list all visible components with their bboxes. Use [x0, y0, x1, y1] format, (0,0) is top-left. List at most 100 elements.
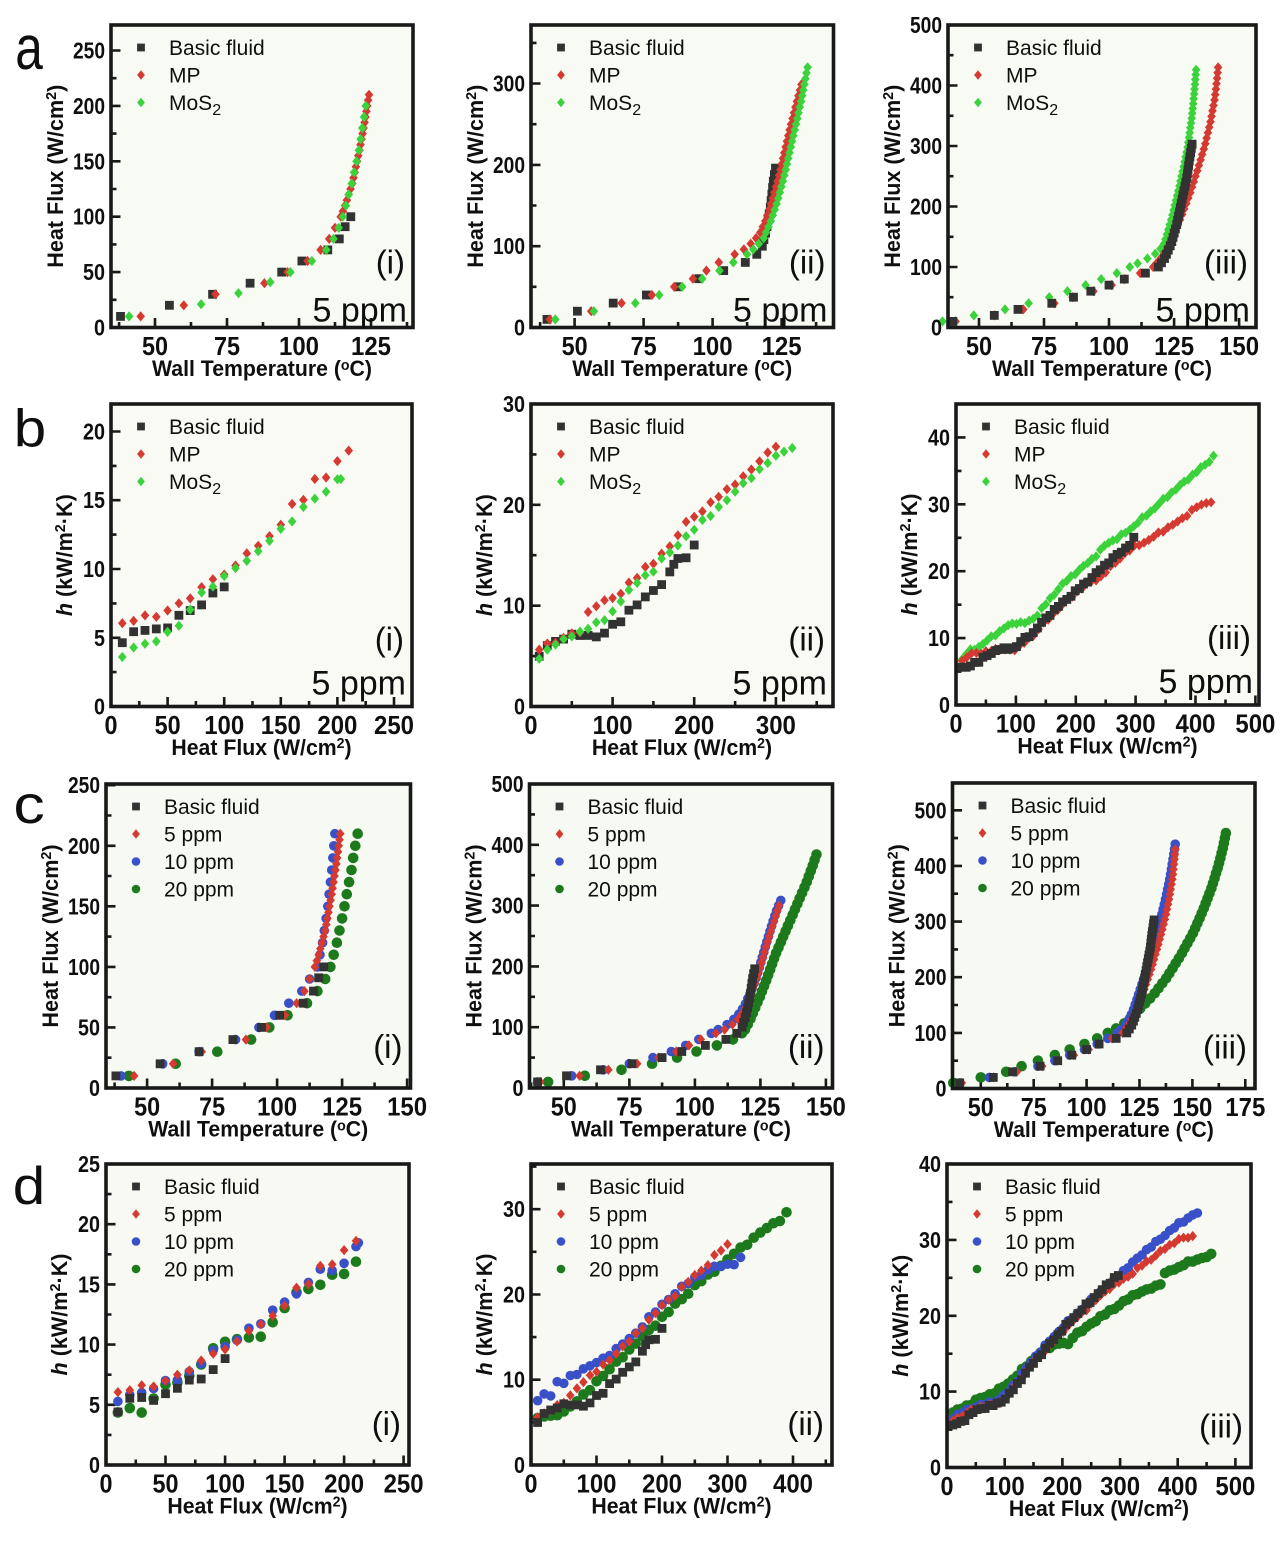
svg-text:20: 20: [503, 1282, 525, 1308]
svg-text:500: 500: [1235, 709, 1275, 739]
svg-text:a: a: [15, 13, 43, 83]
svg-text:125: 125: [1154, 331, 1194, 361]
svg-text:75: 75: [1031, 331, 1057, 361]
svg-text:100: 100: [693, 331, 733, 361]
svg-text:5 ppm: 5 ppm: [164, 824, 222, 847]
svg-text:10: 10: [78, 1332, 100, 1358]
svg-text:Wall Temperature (oC): Wall Temperature (oC): [992, 355, 1212, 381]
svg-text:0: 0: [94, 694, 105, 720]
svg-text:10: 10: [503, 593, 525, 619]
svg-text:(ii): (ii): [788, 621, 825, 658]
svg-text:5 ppm: 5 ppm: [1159, 663, 1254, 701]
svg-text:0: 0: [89, 1075, 100, 1101]
svg-text:Heat Flux (W/cm2): Heat Flux (W/cm2): [171, 734, 351, 760]
svg-text:50: 50: [153, 1469, 179, 1499]
svg-text:20: 20: [503, 492, 525, 518]
svg-text:15: 15: [83, 487, 105, 513]
svg-text:100: 100: [73, 204, 105, 230]
svg-text:5 ppm: 5 ppm: [1156, 292, 1251, 330]
svg-text:0: 0: [105, 710, 118, 740]
svg-text:10 ppm: 10 ppm: [588, 851, 658, 874]
svg-text:10 ppm: 10 ppm: [164, 851, 234, 874]
svg-text:500: 500: [915, 797, 947, 823]
svg-text:0: 0: [514, 1452, 525, 1478]
svg-text:200: 200: [324, 1469, 364, 1499]
svg-text:0: 0: [525, 1469, 538, 1499]
svg-text:(i): (i): [372, 1405, 401, 1442]
svg-text:300: 300: [756, 710, 796, 740]
svg-text:50: 50: [155, 710, 181, 740]
svg-text:Basic fluid: Basic fluid: [1011, 795, 1107, 818]
svg-text:150: 150: [806, 1092, 846, 1122]
svg-text:0: 0: [514, 694, 525, 720]
svg-text:20 ppm: 20 ppm: [1005, 1259, 1075, 1282]
svg-text:75: 75: [199, 1092, 225, 1122]
svg-text:h (kW/m2·K): h (kW/m2·K): [897, 494, 923, 616]
svg-text:5 ppm: 5 ppm: [733, 665, 828, 703]
svg-text:Wall Temperature (oC): Wall Temperature (oC): [994, 1116, 1214, 1142]
svg-text:50: 50: [142, 331, 168, 361]
svg-text:5 ppm: 5 ppm: [589, 1204, 647, 1227]
svg-text:Basic fluid: Basic fluid: [169, 37, 265, 60]
svg-text:Basic fluid: Basic fluid: [169, 416, 265, 439]
svg-text:300: 300: [915, 909, 947, 935]
svg-text:20: 20: [83, 419, 105, 445]
svg-text:100: 100: [915, 1020, 947, 1046]
svg-text:500: 500: [910, 12, 942, 38]
svg-text:Wall Temperature (oC): Wall Temperature (oC): [571, 1116, 791, 1142]
svg-text:5 ppm: 5 ppm: [588, 824, 646, 847]
svg-text:400: 400: [1158, 1471, 1198, 1501]
svg-text:MP: MP: [1014, 444, 1046, 467]
svg-text:100: 100: [279, 331, 319, 361]
svg-text:5: 5: [94, 625, 105, 651]
svg-text:200: 200: [1056, 709, 1096, 739]
svg-text:20 ppm: 20 ppm: [164, 879, 234, 902]
svg-text:75: 75: [616, 1092, 642, 1122]
svg-text:Heat Flux (W/cm2): Heat Flux (W/cm2): [167, 1493, 347, 1519]
svg-text:300: 300: [910, 133, 942, 159]
svg-text:0: 0: [941, 1471, 954, 1501]
svg-text:MP: MP: [1006, 65, 1038, 88]
svg-text:Heat Flux (W/cm2): Heat Flux (W/cm2): [463, 85, 489, 268]
svg-text:Heat Flux (W/cm2): Heat Flux (W/cm2): [38, 844, 64, 1027]
svg-text:500: 500: [1215, 1471, 1255, 1501]
svg-text:5 ppm: 5 ppm: [1005, 1204, 1063, 1227]
svg-text:5: 5: [89, 1392, 100, 1418]
svg-text:30: 30: [919, 1227, 941, 1253]
svg-text:100: 100: [675, 1092, 715, 1122]
svg-text:300: 300: [708, 1469, 748, 1499]
svg-text:Basic fluid: Basic fluid: [1014, 416, 1110, 439]
svg-text:c: c: [13, 775, 44, 835]
svg-text:(ii): (ii): [787, 1405, 824, 1442]
svg-text:175: 175: [1225, 1092, 1265, 1122]
svg-text:0: 0: [100, 1469, 113, 1499]
svg-text:125: 125: [740, 1092, 780, 1122]
svg-text:100: 100: [910, 254, 942, 280]
svg-text:0: 0: [525, 710, 538, 740]
svg-text:150: 150: [68, 893, 100, 919]
svg-text:MP: MP: [169, 444, 201, 467]
svg-text:20: 20: [78, 1211, 100, 1237]
svg-text:(i): (i): [373, 1028, 402, 1065]
svg-text:Heat Flux (W/cm2): Heat Flux (W/cm2): [461, 844, 487, 1027]
svg-text:(i): (i): [376, 244, 405, 281]
svg-text:200: 200: [492, 953, 524, 979]
svg-text:125: 125: [1120, 1092, 1160, 1122]
svg-text:50: 50: [551, 1092, 577, 1122]
svg-text:(i): (i): [375, 621, 404, 658]
svg-text:100: 100: [577, 1469, 617, 1499]
svg-text:400: 400: [915, 853, 947, 879]
svg-text:Basic fluid: Basic fluid: [1006, 37, 1102, 60]
svg-text:d: d: [13, 1156, 45, 1215]
svg-text:0: 0: [514, 315, 525, 341]
svg-text:200: 200: [910, 194, 942, 220]
svg-text:Basic fluid: Basic fluid: [164, 796, 260, 819]
svg-text:100: 100: [593, 710, 633, 740]
svg-text:20: 20: [928, 558, 950, 584]
svg-text:MP: MP: [589, 65, 621, 88]
svg-text:(iii): (iii): [1199, 1408, 1243, 1445]
svg-text:250: 250: [73, 38, 105, 64]
svg-text:5 ppm: 5 ppm: [733, 292, 828, 330]
svg-text:h (kW/m2·K): h (kW/m2·K): [472, 494, 498, 616]
svg-text:400: 400: [1176, 709, 1216, 739]
